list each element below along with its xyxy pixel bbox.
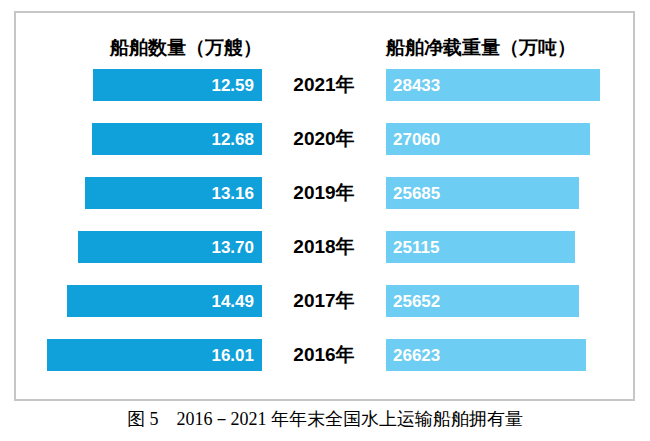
bar-row: 12.68 2020年 27060 (16, 123, 633, 155)
ship-count-bar: 13.16 (85, 177, 262, 209)
deadweight-bar: 26623 (386, 339, 586, 371)
chart-rows: 12.59 2021年 28433 12.68 2020年 27060 13.16 2019年… (16, 69, 633, 371)
bar-value-label: 13.16 (211, 185, 254, 202)
deadweight-bar: 25652 (386, 285, 579, 317)
bar-value-label: 26623 (393, 347, 440, 364)
bar-value-label: 25115 (393, 239, 439, 256)
deadweight-cell: 25115 (386, 231, 633, 263)
ship-count-cell: 13.70 (16, 231, 262, 263)
bar-value-label: 25652 (393, 293, 440, 310)
bar-row: 16.01 2016年 26623 (16, 339, 633, 371)
year-label: 2018年 (262, 231, 386, 263)
bar-value-label: 13.70 (211, 239, 254, 256)
bar-value-label: 16.01 (211, 347, 254, 364)
deadweight-cell: 26623 (386, 339, 633, 371)
bar-value-label: 12.68 (211, 131, 254, 148)
bar-row: 13.16 2019年 25685 (16, 177, 633, 209)
ship-count-bar: 14.49 (67, 285, 262, 317)
deadweight-cell: 27060 (386, 123, 633, 155)
deadweight-cell: 28433 (386, 69, 633, 101)
right-series-title: 船舶净载重量（万吨） (386, 35, 633, 61)
ship-count-bar: 12.59 (93, 69, 262, 101)
ship-count-cell: 16.01 (16, 339, 262, 371)
figure-page: 船舶数量（万艘） 船舶净载重量（万吨） 12.59 2021年 28433 12.68… (0, 0, 650, 441)
ship-count-cell: 13.16 (16, 177, 262, 209)
bar-value-label: 28433 (393, 77, 440, 94)
bar-row: 14.49 2017年 25652 (16, 285, 633, 317)
deadweight-bar: 25115 (386, 231, 575, 263)
deadweight-cell: 25652 (386, 285, 633, 317)
ship-count-cell: 14.49 (16, 285, 262, 317)
year-label: 2021年 (262, 69, 386, 101)
year-label: 2019年 (262, 177, 386, 209)
deadweight-cell: 25685 (386, 177, 633, 209)
bar-value-label: 12.59 (211, 77, 254, 94)
chart-header-row: 船舶数量（万艘） 船舶净载重量（万吨） (16, 13, 633, 69)
bar-row: 13.70 2018年 25115 (16, 231, 633, 263)
deadweight-bar: 25685 (386, 177, 579, 209)
year-label: 2017年 (262, 285, 386, 317)
deadweight-bar: 28433 (386, 69, 600, 101)
bar-value-label: 14.49 (211, 293, 254, 310)
ship-count-cell: 12.68 (16, 123, 262, 155)
bar-value-label: 27060 (393, 131, 440, 148)
chart-container: 船舶数量（万艘） 船舶净载重量（万吨） 12.59 2021年 28433 12.68… (14, 11, 635, 401)
ship-count-bar: 16.01 (47, 339, 262, 371)
ship-count-cell: 12.59 (16, 69, 262, 101)
year-label: 2016年 (262, 339, 386, 371)
deadweight-bar: 27060 (386, 123, 590, 155)
bar-value-label: 25685 (393, 185, 440, 202)
ship-count-bar: 13.70 (78, 231, 262, 263)
bar-row: 12.59 2021年 28433 (16, 69, 633, 101)
ship-count-bar: 12.68 (92, 123, 262, 155)
figure-caption: 图 5 2016－2021 年年末全国水上运输船舶拥有量 (0, 407, 650, 431)
left-series-title: 船舶数量（万艘） (16, 35, 262, 61)
year-label: 2020年 (262, 123, 386, 155)
